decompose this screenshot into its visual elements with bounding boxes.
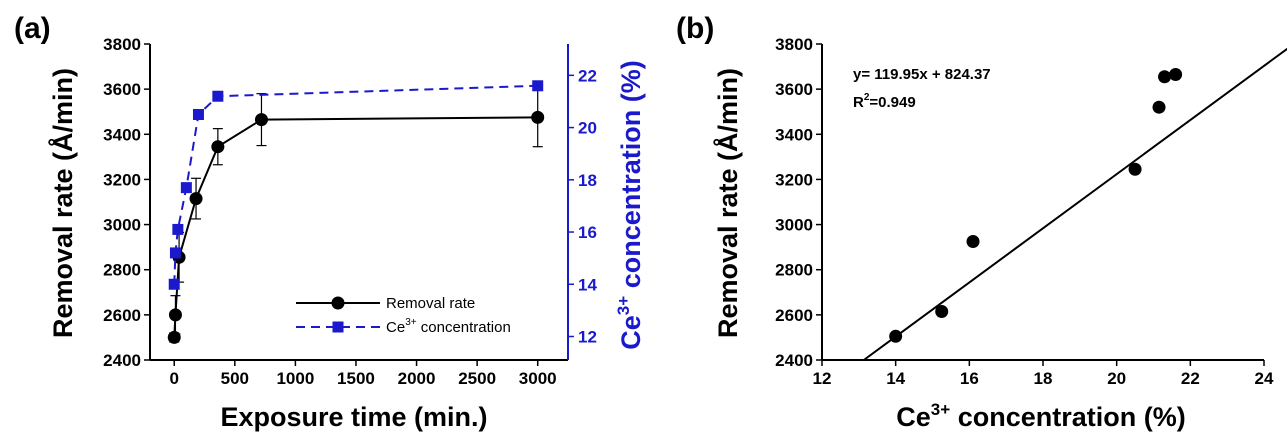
y-tick-label-a: 3200 [103,170,141,189]
y2-tick-label-a: 20 [578,119,597,138]
r-squared-sup: 2 [864,92,870,103]
y2-tick-label-a: 16 [578,223,597,242]
legend-label-ce-sup: 3+ [405,317,417,328]
y-axis-label-b: Removal rate (Å/min) [712,68,743,338]
x-tick-label-a: 3000 [519,369,557,388]
data-point-ce-concentration [169,247,181,259]
data-point-ce-concentration [168,278,180,290]
scatter-point [935,304,949,318]
x-axis-label-b-sup: 3+ [931,400,950,419]
data-point-removal-rate [211,140,225,154]
x-tick-label-b: 22 [1181,369,1200,388]
data-point-ce-concentration [192,109,204,121]
legend-marker-removal [331,296,345,310]
x-tick-label-a: 2000 [398,369,436,388]
chart-b: (b) 12 14 16 18 20 22 24 2400 2600 2800 3000 3200 34… [676,12,1287,432]
x-axis-label-b-main: Ce [896,402,931,432]
y-axis-label-a: Removal rate (Å/min) [47,68,78,338]
y-tick-label-b: 3800 [775,35,813,54]
x-axis-label-b: Ce3+ concentration (%) [896,400,1185,432]
y-tick-label-b: 3600 [775,80,813,99]
x-tick-label-b: 12 [813,369,832,388]
x-tick-label-b: 20 [1107,369,1126,388]
scatter-point [1152,100,1166,114]
data-point-ce-concentration [532,80,544,92]
y-tick-label-a: 3000 [103,216,141,235]
x-tick-label-b: 24 [1255,369,1274,388]
y-tick-label-a: 3400 [103,125,141,144]
y2-tick-label-a: 18 [578,171,597,190]
x-tick-label-a: 1000 [276,369,314,388]
scatter-point [889,329,903,343]
legend-label-ce-main: Ce [386,319,405,336]
data-point-ce-concentration [172,223,184,235]
data-point-ce-concentration [180,182,192,194]
x-tick-label-a: 1500 [337,369,375,388]
data-point-removal-rate [167,330,181,344]
data-point-removal-rate [531,110,545,124]
legend-marker-ce [332,321,344,333]
x-tick-label-b: 18 [1034,369,1053,388]
x-axis-label-a: Exposure time (min.) [220,402,487,432]
fit-line [863,47,1287,361]
scatter-point [1128,162,1142,176]
y-tick-label-b: 3200 [775,170,813,189]
y-tick-label-a: 2600 [103,306,141,325]
legend-label-ce-rest: concentration [417,319,511,336]
x-tick-label-a: 2500 [458,369,496,388]
series-line-removal-rate [173,116,538,338]
panel-label-a: (a) [14,12,51,45]
x-tick-label-b: 16 [960,369,979,388]
fit-equation: y= 119.95x + 824.37 [853,66,991,83]
data-point-ce-concentration [212,90,224,102]
data-point-removal-rate [254,113,268,127]
y-tick-label-a: 3600 [103,80,141,99]
data-point-removal-rate [189,192,203,206]
chart-a-legend: Removal rate Ce3+ concentration [296,295,511,336]
chart-b-axes [821,44,1264,361]
y-tick-label-b: 2400 [775,351,813,370]
y2-axis-label-sup: 3+ [614,296,633,315]
x-tick-label-a: 500 [221,369,249,388]
data-point-removal-rate [168,308,182,322]
series-line-ce-concentration [173,84,538,285]
y-tick-label-a: 3800 [103,35,141,54]
chart-a: (a) 0 500 1000 1500 2000 2500 3000 2400 2600 2800… [14,12,646,432]
y-tick-label-b: 2800 [775,261,813,280]
r-squared: R2=0.949 [853,92,916,111]
scatter-point [966,235,980,248]
y2-tick-label-a: 14 [578,275,597,294]
chart-a-ticks: 0 500 1000 1500 2000 2500 3000 2400 2600 2800 3000… [103,35,597,388]
y-tick-label-a: 2800 [103,261,141,280]
r-squared-prefix: R [853,94,864,111]
chart-a-series [167,80,545,344]
y2-axis-label-main: Ce [616,315,646,350]
scatter-point [1158,70,1172,84]
chart-b-ticks: 12 14 16 18 20 22 24 2400 2600 2800 3000 3200 3400 36… [775,35,1274,388]
y-tick-label-a: 2400 [103,351,141,370]
y2-tick-label-a: 22 [578,66,597,85]
y2-axis-label-a: Ce3+ concentration (%) [614,60,646,349]
legend-label-ce: Ce3+ concentration [386,317,511,336]
y-tick-label-b: 3400 [775,125,813,144]
x-axis-label-b-rest: concentration (%) [950,402,1186,432]
scatter-point [1169,67,1183,81]
chart-a-axes [149,44,569,361]
x-tick-label-b: 14 [886,369,905,388]
r-squared-value: =0.949 [869,94,915,111]
x-tick-label-a: 0 [169,369,178,388]
panel-label-b: (b) [676,12,714,45]
legend-label-removal: Removal rate [386,295,475,312]
chart-b-series [863,47,1287,361]
y2-axis-label-rest: concentration (%) [616,60,646,296]
y-tick-label-b: 3000 [775,216,813,235]
y-tick-label-b: 2600 [775,306,813,325]
y2-tick-label-a: 12 [578,327,597,346]
